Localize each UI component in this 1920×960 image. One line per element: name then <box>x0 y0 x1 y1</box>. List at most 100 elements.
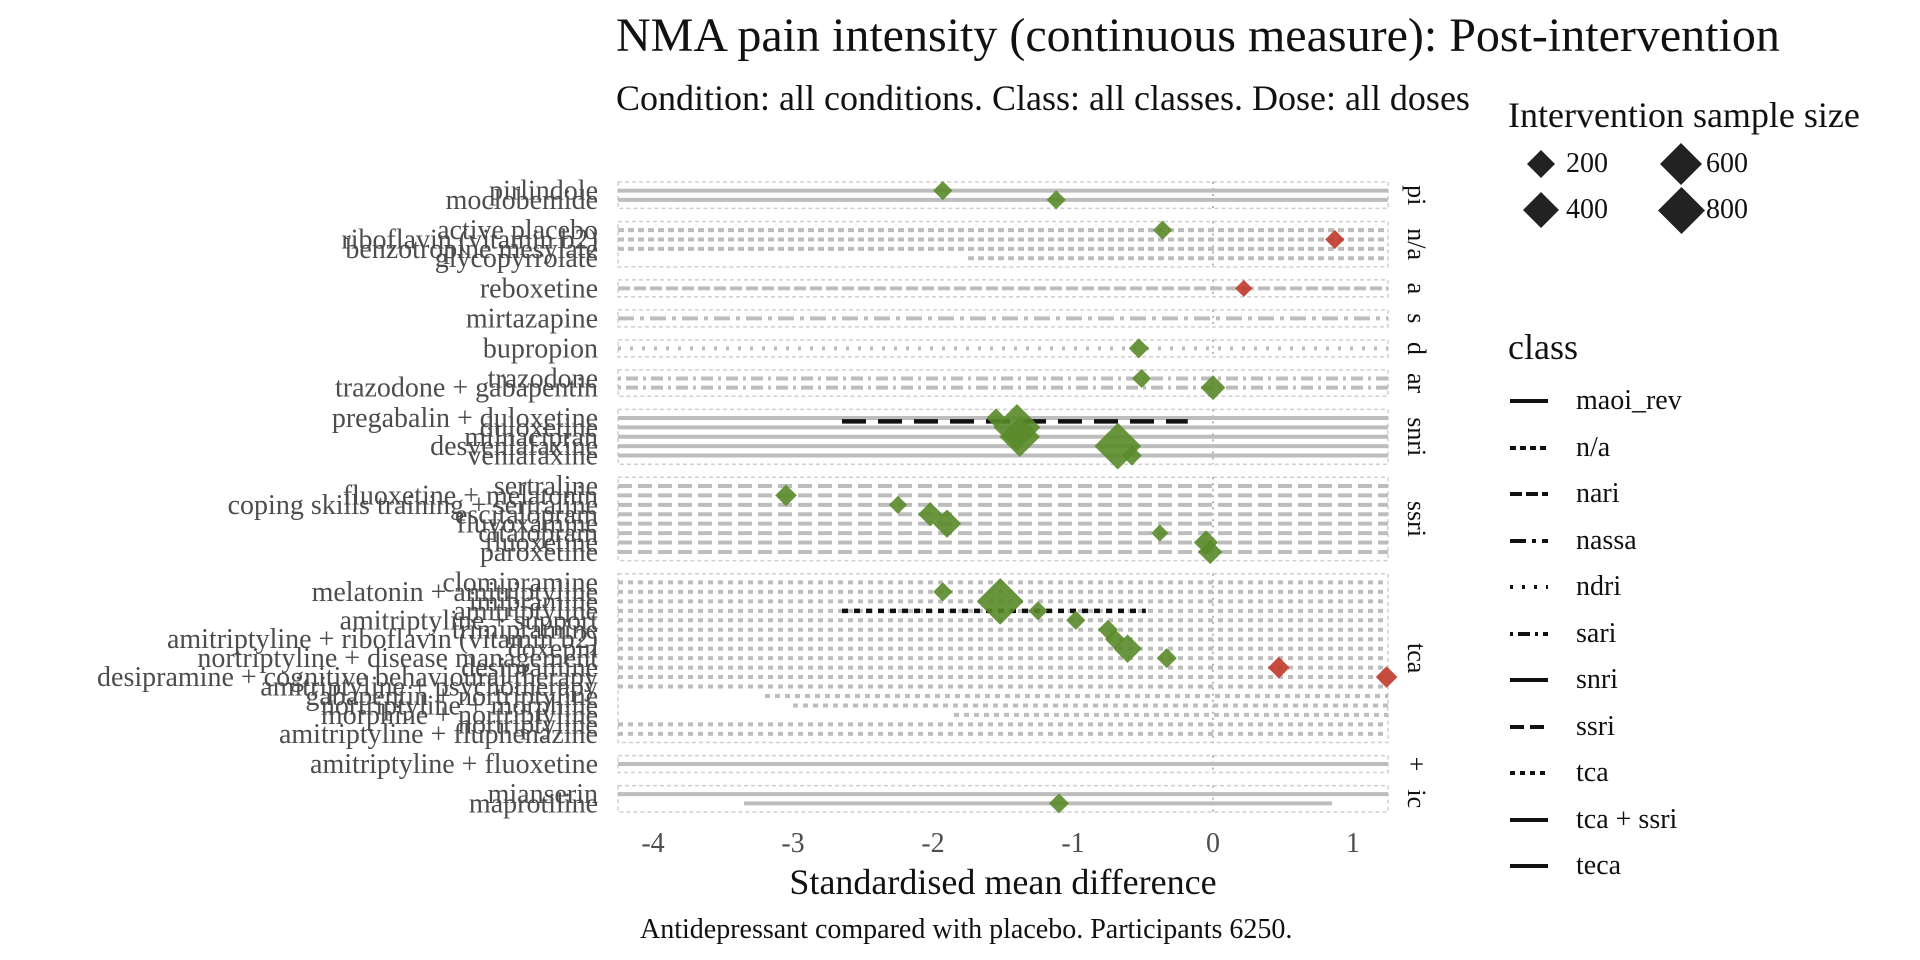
line-type-icon <box>1510 631 1548 636</box>
row-label-mirtazapine: mirtazapine <box>466 303 598 334</box>
x-axis-label: Standardised mean difference <box>789 862 1216 902</box>
row-label-moclobemide: moclobemide <box>446 185 598 216</box>
x-tick-label: 0 <box>1206 828 1220 859</box>
point-desipramine-cognitive-behavioural-therapy <box>1375 666 1398 688</box>
row-label-venlafaxine: venlafaxine <box>467 441 598 472</box>
class-legend-item: sari <box>1508 611 1682 658</box>
point-reboxetine <box>1235 279 1253 297</box>
class-legend-item: ssri <box>1508 704 1682 751</box>
row-label-desipramine: desipramine <box>461 653 598 684</box>
point-moclobemide <box>1046 190 1066 210</box>
panel-ar <box>617 369 1389 398</box>
point-riboflavin-vitamin-b2 <box>1325 229 1345 250</box>
point-venlafaxine <box>1121 445 1142 466</box>
size-legend-item: 400 <box>1516 190 1656 230</box>
row-label-citalopram: citalopram <box>478 518 598 549</box>
point-paroxetine <box>1198 539 1223 565</box>
point-amitriptyline-support <box>1066 610 1086 630</box>
class-legend-item: tca + ssri <box>1508 797 1682 844</box>
point-amitriptyline <box>1028 601 1048 621</box>
diamond-icon <box>1516 149 1566 179</box>
class-legend-items: maoi_rev n/a nari nassa ndri sari snri ssri tca t… <box>1508 378 1682 890</box>
class-legend-item: ndri <box>1508 564 1682 611</box>
class-legend-label: nari <box>1576 478 1620 510</box>
row-label-reboxetine: reboxetine <box>480 273 598 304</box>
size-legend: Intervention sample size 200 600 400 800 <box>1508 94 1860 234</box>
row-label-active-placebo: active placebo <box>437 215 598 246</box>
chart-subtitle: Condition: all conditions. Class: all cl… <box>616 78 1470 118</box>
x-tick-label: 1 <box>1346 828 1360 859</box>
point-doxepin <box>1113 634 1142 663</box>
row-label-duloxetine: duloxetine <box>480 412 598 443</box>
point-coping-skills-training-sertraline <box>888 495 908 514</box>
class-legend-item: teca <box>1508 843 1682 890</box>
row-label-imipramine: imipramine <box>469 586 598 617</box>
size-legend-item: 800 <box>1656 186 1796 234</box>
class-legend-label: snri <box>1576 664 1618 696</box>
panel-ic <box>617 784 1389 813</box>
strip-label-d: d <box>1402 342 1431 355</box>
point-maprotiline <box>1048 793 1070 814</box>
class-legend-item: nassa <box>1508 518 1682 565</box>
class-legend-label: n/a <box>1576 431 1611 463</box>
row-label-trazodone-gabapentin: trazodone + gabapentin <box>335 373 598 404</box>
row-label-pregabalin-duloxetine: pregabalin + duloxetine <box>332 403 598 434</box>
row-label-desipramine-cognitive-behavioural-therapy: desipramine + cognitive behavioural ther… <box>97 662 598 693</box>
class-legend-label: ndri <box>1576 571 1622 603</box>
point-escitalopram <box>918 502 943 527</box>
row-label-sertraline: sertraline <box>494 471 598 502</box>
strip-label-snri: snri <box>1402 417 1431 456</box>
diamond-icon <box>1656 142 1706 186</box>
row-label-desvenlafaxine: desvenlafaxine <box>430 431 598 462</box>
point-citalopram <box>1151 524 1169 542</box>
class-legend-label: teca <box>1576 850 1622 882</box>
panel-pi <box>617 181 1389 210</box>
size-legend-title: Intervention sample size <box>1508 95 1860 135</box>
line-type-icon <box>1510 771 1548 776</box>
row-label-nortriptyline-morphine: nortriptyline + morphine <box>321 690 598 721</box>
panel-n-a <box>617 220 1389 268</box>
size-legend-label: 400 <box>1566 194 1608 225</box>
class-legend-label: maoi_rev <box>1576 385 1682 417</box>
line-type-icon <box>1510 724 1548 729</box>
class-legend-item: nari <box>1508 471 1682 518</box>
row-label-amitriptyline-fluoxetine: amitriptyline + fluoxetine <box>310 749 598 780</box>
strip-label-n-a: n/a <box>1402 228 1431 260</box>
size-legend-items: 200 600 400 800 <box>1516 142 1860 234</box>
strip-label-a: a <box>1402 283 1431 295</box>
size-legend-item: 200 <box>1516 144 1656 184</box>
point-milnacipran <box>999 416 1041 458</box>
row-label-benzotropine-mesylate: benzotropine mesylate <box>345 234 598 265</box>
strip-label-ssri: ssri <box>1402 501 1431 537</box>
point-bupropion <box>1128 338 1149 359</box>
point-fluvoxamine <box>932 509 962 538</box>
row-label-maprotiline: maprotiline <box>469 788 598 819</box>
class-legend-item: maoi_rev <box>1508 378 1682 425</box>
size-legend-label: 200 <box>1566 148 1608 179</box>
strip-label-class-9: + <box>1402 757 1431 772</box>
point-active-placebo <box>1153 220 1173 240</box>
diamond-icon <box>1516 191 1566 229</box>
line-type-icon <box>1510 585 1548 590</box>
row-label-trimipramine: trimipramine <box>452 615 598 646</box>
strip-label-ic: ic <box>1402 789 1431 808</box>
x-tick-label: -3 <box>781 828 804 859</box>
point-nortriptyline-disease-management <box>1156 648 1177 669</box>
class-legend-label: nassa <box>1576 524 1637 556</box>
size-legend-label: 600 <box>1706 148 1748 179</box>
row-label-amitriptyline: amitriptyline <box>453 596 598 627</box>
strip-label-tca: tca <box>1402 643 1431 674</box>
line-type-icon <box>1510 399 1548 404</box>
row-label-nortriptyline: nortriptyline <box>458 709 598 740</box>
x-tick-label: -2 <box>921 828 944 859</box>
point-melatonin-amitriptyline <box>933 582 953 602</box>
class-legend-label: ssri <box>1576 710 1615 742</box>
line-type-icon <box>1510 817 1548 822</box>
point-desipramine <box>1267 656 1290 679</box>
row-label-morphine-nortriptyline: morphine + nortriptyline <box>321 700 598 731</box>
row-label-doxepin: doxepin <box>508 634 598 665</box>
class-legend-item: n/a <box>1508 425 1682 472</box>
line-type-icon <box>1510 678 1548 683</box>
row-label-amitriptyline-psychotherapy: amitriptyline + psychotherapy <box>260 672 598 703</box>
row-label-riboflavin-vitamin-b2: riboflavin (vitamin b2) <box>341 225 598 256</box>
